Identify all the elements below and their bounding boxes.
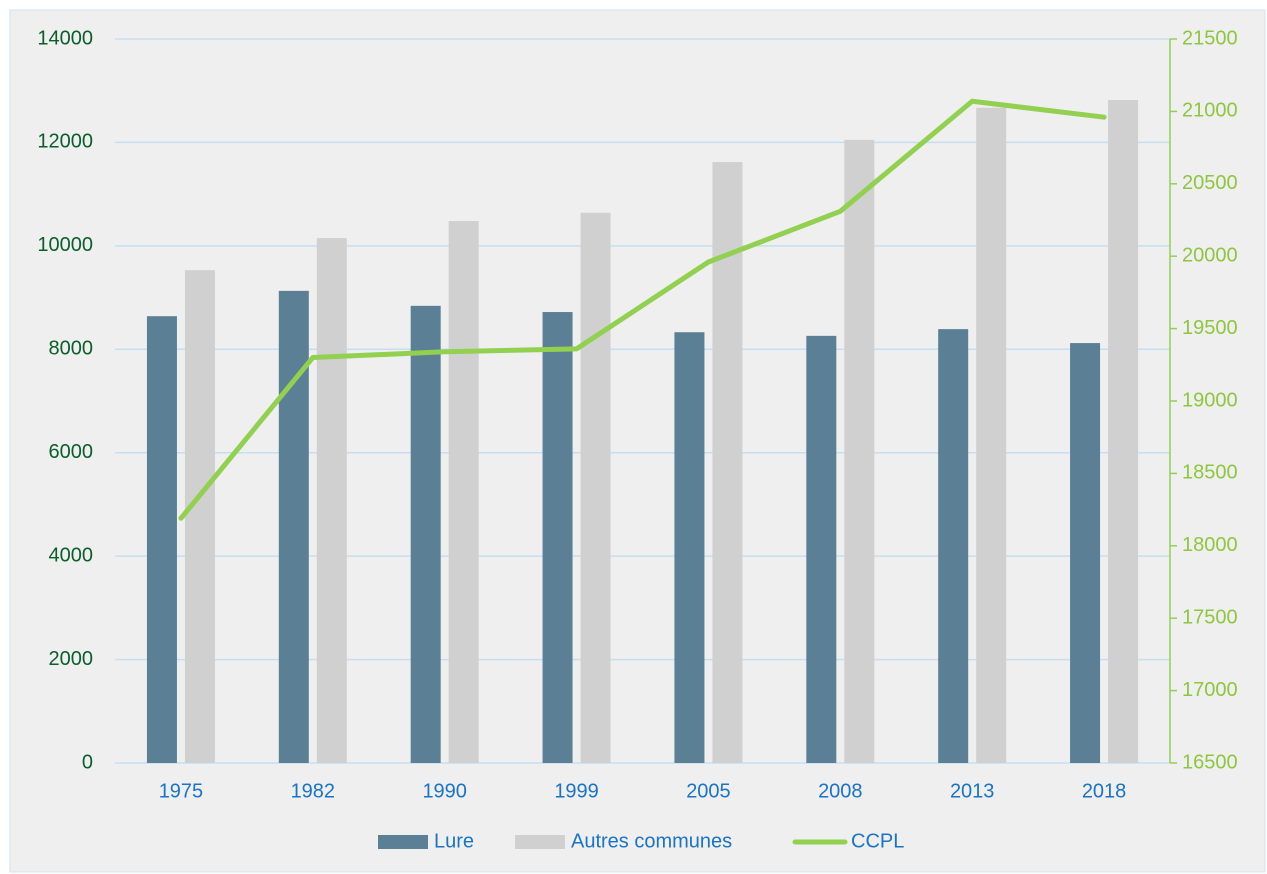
y2-tick-label: 19500 bbox=[1182, 317, 1238, 339]
bar bbox=[712, 162, 743, 763]
y2-tick-label: 19000 bbox=[1182, 389, 1238, 411]
bar bbox=[976, 107, 1007, 763]
bar bbox=[1070, 343, 1101, 763]
legend-swatch bbox=[378, 835, 428, 849]
y-tick-label: 14000 bbox=[37, 27, 93, 49]
y2-tick-label: 17000 bbox=[1182, 679, 1238, 701]
x-tick-label: 2008 bbox=[818, 780, 863, 802]
y-tick-label: 8000 bbox=[49, 338, 94, 360]
y2-tick-label: 18500 bbox=[1182, 462, 1238, 484]
y2-tick-label: 20000 bbox=[1182, 244, 1238, 266]
bar bbox=[1108, 100, 1139, 764]
y-tick-label: 10000 bbox=[37, 234, 93, 256]
y-tick-label: 6000 bbox=[49, 441, 94, 463]
line-series bbox=[178, 98, 1107, 521]
y-tick-label: 0 bbox=[82, 751, 93, 773]
bar bbox=[316, 238, 347, 764]
bar bbox=[674, 332, 705, 763]
y-tick-label: 4000 bbox=[49, 544, 94, 566]
y-tick-label: 12000 bbox=[37, 131, 93, 153]
y2-tick-label: 20500 bbox=[1182, 172, 1238, 194]
legend-label: CCPL bbox=[851, 830, 904, 852]
bar bbox=[542, 312, 573, 763]
x-tick-label: 1975 bbox=[159, 780, 204, 802]
bar bbox=[844, 139, 875, 764]
y2-tick-label: 18000 bbox=[1182, 534, 1238, 556]
x-tick-label: 2018 bbox=[1082, 780, 1127, 802]
bar bbox=[146, 316, 177, 763]
bar bbox=[806, 335, 837, 763]
y-tick-label: 2000 bbox=[49, 648, 94, 670]
legend-label: Autres communes bbox=[571, 830, 732, 852]
x-tick-label: 1999 bbox=[554, 780, 599, 802]
bar bbox=[938, 329, 969, 763]
bar bbox=[580, 212, 611, 763]
x-tick-label: 1990 bbox=[422, 780, 467, 802]
x-tick-label: 2005 bbox=[686, 780, 731, 802]
bar bbox=[184, 270, 215, 763]
y2-tick-label: 16500 bbox=[1182, 751, 1238, 773]
legend-swatch bbox=[515, 835, 565, 849]
x-tick-label: 1982 bbox=[291, 780, 336, 802]
bar bbox=[410, 305, 441, 763]
chart-background bbox=[9, 9, 1266, 873]
y2-tick-label: 17500 bbox=[1182, 606, 1238, 628]
bar bbox=[278, 290, 309, 763]
y2-tick-label: 21000 bbox=[1182, 100, 1238, 122]
y2-tick-label: 21500 bbox=[1182, 27, 1238, 49]
x-tick-label: 2013 bbox=[950, 780, 995, 802]
legend-label: Lure bbox=[434, 830, 474, 852]
bar bbox=[448, 221, 479, 763]
